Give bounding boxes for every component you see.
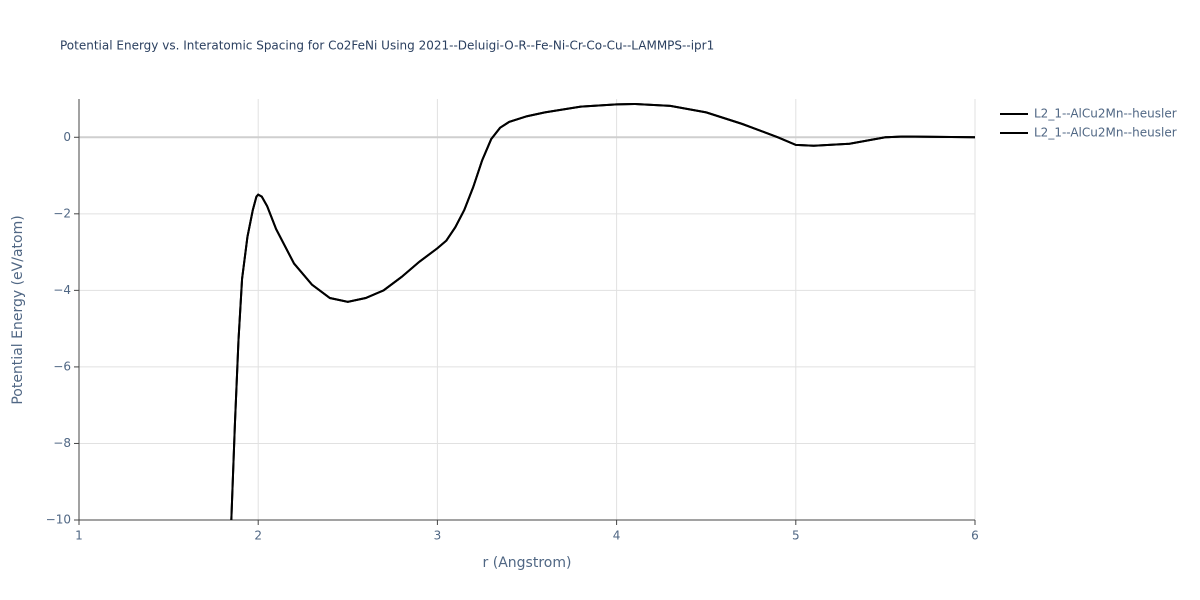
y-tick-label: 0 bbox=[63, 130, 71, 144]
y-tick-label: −8 bbox=[53, 436, 71, 450]
y-tick-label: −4 bbox=[53, 283, 71, 297]
grid: 1 2 3 4 5 6 −10 −8 −6 −4 −2 0 bbox=[46, 99, 979, 543]
plot-area bbox=[230, 102, 975, 520]
legend-label: L2_1--AlCu2Mn--heusler bbox=[1034, 107, 1177, 121]
line-series bbox=[230, 102, 975, 520]
x-tick-label: 3 bbox=[434, 529, 442, 543]
x-tick-label: 1 bbox=[75, 529, 83, 543]
x-tick-label: 5 bbox=[792, 529, 800, 543]
line-series bbox=[230, 102, 975, 520]
legend: L2_1--AlCu2Mn--heusler L2_1--AlCu2Mn--heu… bbox=[1000, 107, 1177, 140]
y-tick-label: −10 bbox=[46, 513, 71, 527]
y-tick-label: −6 bbox=[53, 359, 71, 373]
x-tick-label: 6 bbox=[971, 529, 979, 543]
legend-label: L2_1--AlCu2Mn--heusler bbox=[1034, 126, 1177, 140]
x-axis-title: r (Angstrom) bbox=[483, 555, 572, 571]
x-tick-label: 4 bbox=[613, 529, 621, 543]
chart-title: Potential Energy vs. Interatomic Spacing… bbox=[60, 39, 714, 53]
x-tick-label: 2 bbox=[254, 529, 262, 543]
y-axis-title: Potential Energy (eV/atom) bbox=[10, 215, 26, 404]
y-tick-label: −2 bbox=[53, 206, 71, 220]
